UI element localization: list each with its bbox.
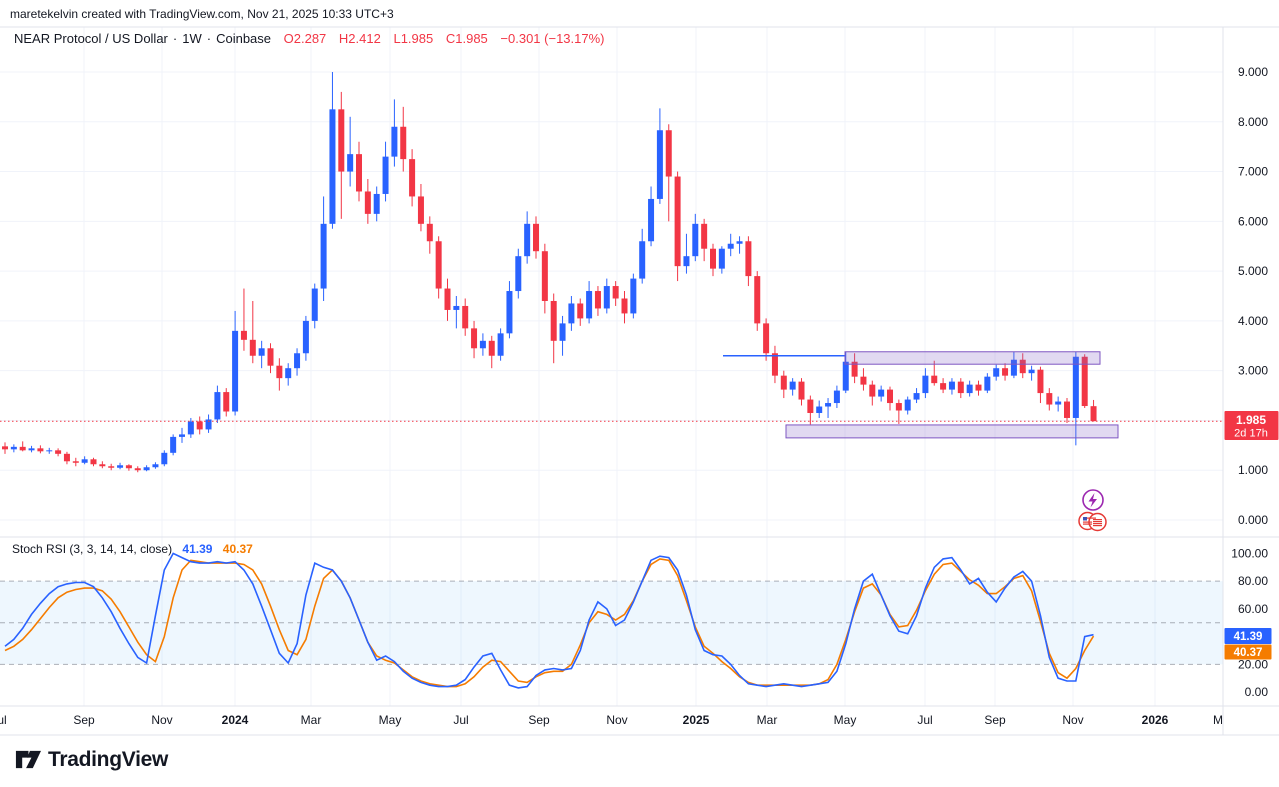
lightning-icon[interactable] — [1082, 489, 1104, 511]
svg-text:M: M — [1213, 713, 1223, 727]
svg-text:Nov: Nov — [1062, 713, 1083, 727]
stoch-k-value: 41.39 — [182, 542, 213, 556]
ohlc-high: H2.412 — [338, 31, 381, 46]
stoch-value-labels: 41.39 40.37 — [1224, 628, 1272, 660]
svg-text:8.000: 8.000 — [1238, 115, 1268, 129]
svg-text:7.000: 7.000 — [1238, 165, 1268, 179]
stoch-band — [0, 580, 1223, 665]
pane-separators — [0, 26, 1279, 736]
svg-text:2024: 2024 — [222, 713, 249, 727]
svg-text:1.000: 1.000 — [1238, 463, 1268, 477]
support-zone-drawing[interactable] — [785, 424, 1119, 439]
stoch-d-line — [4, 558, 1095, 688]
symbol-legend: NEAR Protocol / US Dollar · 1W · Coinbase O2… — [14, 31, 604, 46]
svg-text:40.37: 40.37 — [1234, 647, 1263, 659]
svg-text:Mar: Mar — [301, 713, 322, 727]
stoch-d-value: 40.37 — [222, 542, 253, 556]
svg-text:3.000: 3.000 — [1238, 364, 1268, 378]
ohlc-change: −0.301 (−13.17%) — [500, 31, 605, 46]
svg-text:5.000: 5.000 — [1238, 264, 1268, 278]
economic-events-flags-icon[interactable] — [1078, 511, 1107, 532]
ohlc-low: L1.985 — [393, 31, 434, 46]
svg-text:May: May — [379, 713, 402, 727]
svg-text:Mar: Mar — [757, 713, 778, 727]
svg-text:9.000: 9.000 — [1238, 65, 1268, 79]
ohlc-close: C1.985 — [445, 31, 488, 46]
indicator-axis[interactable]: 100.00 80.00 60.00 20.00 0.00 — [1231, 546, 1268, 699]
legend-separator-dot: · — [172, 31, 178, 46]
svg-text:2025: 2025 — [683, 713, 710, 727]
indicator-title[interactable]: Stoch RSI (3, 3, 14, 14, close) — [12, 542, 173, 556]
svg-text:2026: 2026 — [1142, 713, 1169, 727]
svg-text:ul: ul — [0, 713, 7, 727]
svg-text:100.00: 100.00 — [1231, 546, 1268, 560]
svg-text:80.00: 80.00 — [1238, 574, 1268, 588]
svg-text:Jul: Jul — [917, 713, 932, 727]
svg-text:Jul: Jul — [453, 713, 468, 727]
stoch-k-line — [4, 552, 1094, 689]
time-axis[interactable]: ul Sep Nov 2024 Mar May Jul Sep Nov 2025 Mar May Jul… — [0, 713, 1223, 727]
svg-text:0.000: 0.000 — [1238, 513, 1268, 527]
price-axis[interactable]: 9.000 8.000 7.000 6.000 5.000 4.000 3.000 1.000… — [1238, 65, 1268, 527]
svg-text:20.00: 20.00 — [1238, 657, 1268, 671]
tradingview-logo-icon — [15, 750, 41, 769]
svg-text:Nov: Nov — [151, 713, 172, 727]
svg-text:1.985: 1.985 — [1236, 413, 1266, 427]
svg-text:Sep: Sep — [984, 713, 1006, 727]
svg-text:41.39: 41.39 — [1234, 631, 1263, 643]
svg-text:Nov: Nov — [606, 713, 627, 727]
svg-text:Sep: Sep — [528, 713, 550, 727]
symbol-title[interactable]: NEAR Protocol / US Dollar — [14, 31, 168, 46]
symbol-exchange[interactable]: Coinbase — [216, 31, 272, 46]
candlestick-series — [2, 72, 1097, 473]
svg-text:May: May — [834, 713, 857, 727]
symbol-interval[interactable]: 1W — [182, 31, 202, 46]
svg-text:6.000: 6.000 — [1238, 214, 1268, 228]
indicator-legend: Stoch RSI (3, 3, 14, 14, close) 41.39 40… — [12, 542, 253, 556]
svg-text:2d 17h: 2d 17h — [1234, 428, 1268, 440]
svg-text:4.000: 4.000 — [1238, 314, 1268, 328]
legend-separator-dot: · — [206, 31, 212, 46]
svg-text:0.00: 0.00 — [1245, 685, 1269, 699]
svg-text:Sep: Sep — [73, 713, 95, 727]
resistance-zone-drawing[interactable] — [844, 351, 1101, 365]
tradingview-logo-text: TradingView — [48, 747, 169, 771]
footer: TradingView — [14, 746, 168, 773]
ohlc-open: O2.287 — [283, 31, 327, 46]
attribution-text: maretekelvin created with TradingView.co… — [10, 7, 394, 21]
svg-text:60.00: 60.00 — [1238, 602, 1268, 616]
